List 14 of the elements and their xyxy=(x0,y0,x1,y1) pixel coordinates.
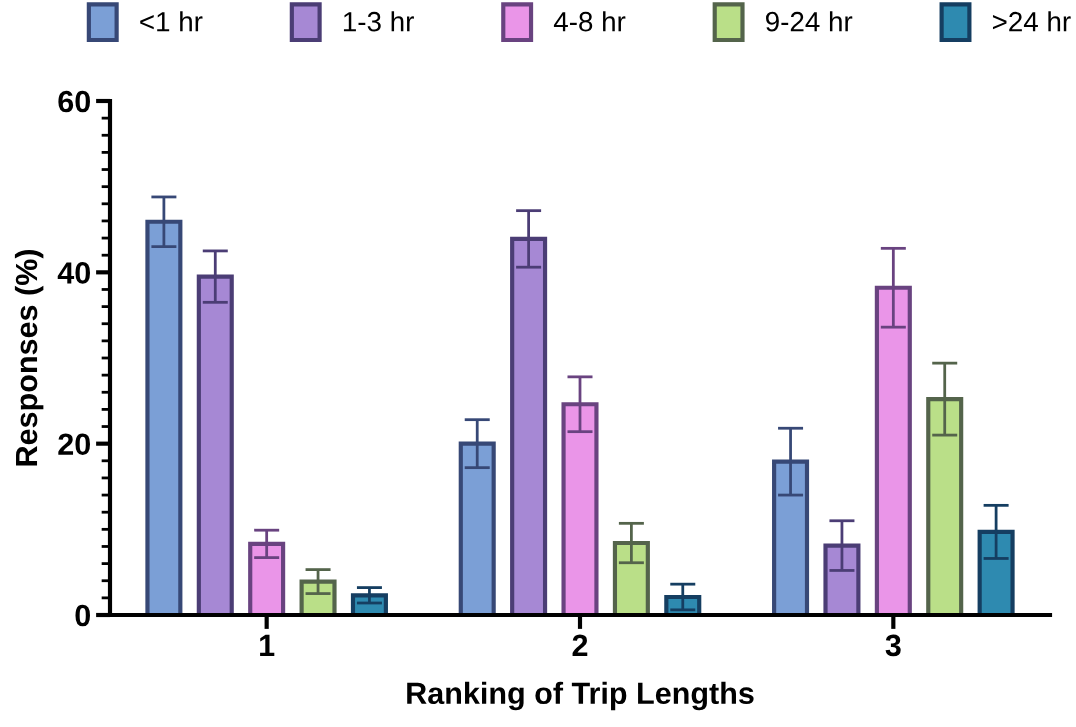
legend-label: >24 hr xyxy=(992,11,1071,32)
legend-label: 9-24 hr xyxy=(766,11,853,32)
legend-label: 1-3 hr xyxy=(343,11,414,32)
y-axis-title: Responses (%) xyxy=(14,249,44,466)
legend-label: <1 hr xyxy=(140,11,203,32)
y-tick-label: 60 xyxy=(58,90,90,113)
x-tick-label: 3 xyxy=(885,634,901,657)
x-tick-label: 2 xyxy=(572,634,588,656)
legend-label: 4-8 hr xyxy=(553,11,626,32)
y-tick-label: 20 xyxy=(58,433,90,456)
x-tick-label: 1 xyxy=(260,634,275,656)
y-tick-label: 40 xyxy=(57,262,90,284)
x-axis-title: Ranking of Trip Lengths xyxy=(407,681,754,711)
y-tick-label: 0 xyxy=(75,604,90,627)
